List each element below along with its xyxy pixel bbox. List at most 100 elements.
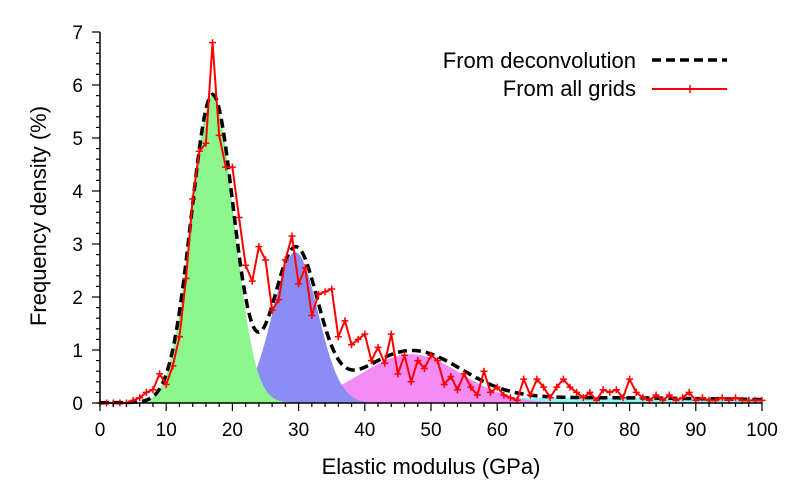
grid-point — [639, 394, 647, 402]
grid-point — [156, 370, 164, 378]
grid-point — [566, 383, 574, 391]
legend: From deconvolution From all grids — [443, 48, 727, 101]
grid-point — [175, 333, 183, 341]
grid-point — [381, 359, 389, 367]
grid-point — [136, 394, 144, 402]
grid-point — [301, 264, 309, 272]
grid-point — [189, 195, 197, 203]
grid-point — [215, 131, 223, 139]
phase-area-1 — [100, 95, 762, 403]
grid-point — [665, 391, 673, 399]
grid-point — [579, 394, 587, 402]
grid-point — [235, 214, 243, 221]
y-tick-label: 4 — [72, 182, 83, 203]
x-tick-label: 90 — [685, 420, 706, 441]
grid-point — [242, 261, 250, 269]
grid-point — [367, 357, 375, 365]
grid-point — [506, 394, 514, 402]
grid-point — [248, 277, 256, 285]
grid-point — [599, 386, 607, 394]
grid-point — [407, 378, 415, 386]
grid-point — [427, 351, 435, 359]
x-axis-title: Elastic modulus (GPa) — [322, 454, 541, 479]
y-tick-label: 1 — [72, 341, 83, 362]
grid-point — [487, 388, 495, 396]
y-tick-label: 7 — [72, 23, 83, 44]
y-axis-title: Frequency density (%) — [26, 106, 51, 326]
grid-point — [387, 330, 395, 338]
grid-point — [275, 296, 283, 304]
grid-point — [612, 386, 620, 394]
x-tick-label: 30 — [288, 420, 309, 441]
grid-point — [288, 232, 296, 240]
grid-point — [540, 383, 548, 391]
grid-point — [268, 306, 276, 314]
grid-point — [401, 351, 409, 359]
ticks: 0 10 20 30 40 50 60 70 80 90 100 0 1 2 3 4 5 6 7 — [72, 23, 777, 441]
grid-point — [619, 394, 627, 402]
grid-point — [222, 163, 230, 171]
grid-point — [182, 274, 190, 282]
grid-point — [142, 388, 150, 396]
grid-point — [606, 388, 614, 396]
grid-point — [718, 394, 726, 402]
grid-point — [632, 388, 640, 396]
grid-point — [209, 39, 217, 47]
legend-grids-marker — [686, 85, 694, 93]
grid-point — [354, 335, 362, 343]
grid-point — [414, 357, 422, 365]
grid-point — [526, 391, 534, 399]
grid-point — [308, 312, 316, 320]
grid-point — [440, 380, 448, 388]
y-tick-label: 2 — [72, 288, 83, 309]
legend-label-deconvolution: From deconvolution — [443, 48, 636, 73]
grid-point — [341, 317, 349, 325]
grid-point — [149, 386, 157, 394]
grid-point — [169, 362, 177, 370]
grid-point — [281, 256, 289, 264]
grid-point — [559, 375, 567, 383]
grid-point — [473, 391, 481, 399]
grid-point — [195, 147, 203, 155]
grid-point — [255, 243, 263, 251]
grid-point — [262, 256, 269, 264]
grid-point — [546, 394, 554, 402]
grid-point — [321, 288, 329, 296]
phase-area-2 — [100, 251, 762, 403]
x-tick-label: 80 — [619, 420, 640, 441]
y-tick-label: 3 — [72, 235, 83, 256]
grid-point — [553, 383, 561, 391]
grid-point — [374, 343, 382, 351]
grid-point — [348, 341, 356, 349]
grid-point — [480, 367, 488, 375]
x-tick-label: 10 — [156, 420, 177, 441]
grid-point — [434, 357, 442, 365]
grid-point — [652, 391, 660, 399]
grid-point — [394, 370, 402, 378]
x-tick-label: 40 — [354, 420, 375, 441]
grid-point — [467, 383, 475, 391]
grid-point — [685, 388, 693, 396]
y-tick-label: 0 — [72, 394, 83, 415]
grid-point — [679, 394, 687, 402]
grid-point — [698, 394, 706, 402]
grid-point — [500, 391, 508, 399]
legend-swatch-grids — [652, 85, 727, 93]
x-tick-label: 0 — [95, 420, 106, 441]
grid-point — [453, 386, 461, 394]
grid-point — [420, 365, 428, 373]
x-tick-label: 60 — [487, 420, 508, 441]
grid-point — [228, 163, 236, 171]
x-tick-label: 100 — [746, 420, 778, 441]
grid-point — [520, 375, 528, 383]
grid-point — [460, 370, 468, 378]
grid-point — [295, 280, 303, 288]
x-tick-label: 20 — [222, 420, 243, 441]
grid-point — [626, 375, 634, 383]
y-tick-label: 5 — [72, 129, 83, 150]
y-tick-label: 6 — [72, 76, 83, 97]
grid-point — [732, 394, 740, 402]
grid-point — [447, 373, 455, 380]
x-tick-label: 70 — [553, 420, 574, 441]
